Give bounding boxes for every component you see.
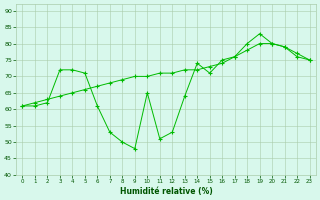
X-axis label: Humidité relative (%): Humidité relative (%) [120,187,212,196]
